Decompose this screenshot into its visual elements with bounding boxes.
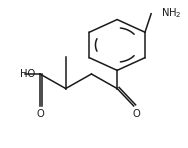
Text: NH$_2$: NH$_2$ [161, 6, 182, 20]
Text: O: O [133, 109, 140, 119]
Text: O: O [36, 109, 44, 119]
Text: HO: HO [20, 69, 35, 79]
